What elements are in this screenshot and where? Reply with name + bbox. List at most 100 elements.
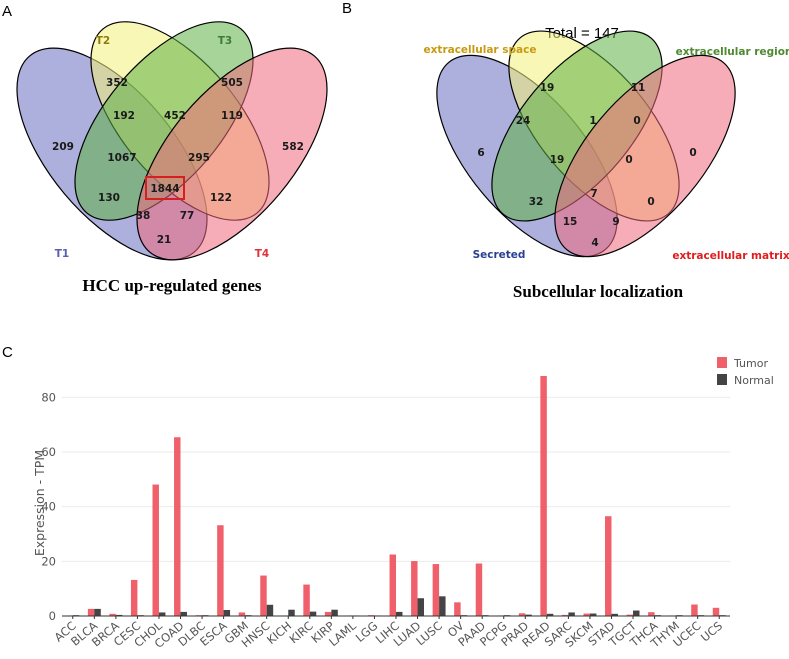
venn-b-label-secreted: Secreted bbox=[473, 249, 526, 261]
bar-tumor-kirp bbox=[324, 611, 332, 616]
venn-a-label-t4: T4 bbox=[255, 248, 269, 260]
venn-b-count-t1t2t4: 9 bbox=[612, 216, 619, 228]
x-axis-ticks: ACCBLCABRCACESCCHOLCOADDLBCESCAGBMHNSCKI… bbox=[52, 616, 725, 651]
y-tick-label: 20 bbox=[41, 554, 56, 568]
bar-normal-skcm bbox=[589, 613, 597, 616]
bar-tumor-ucec bbox=[691, 604, 698, 616]
bar-normal-brca bbox=[115, 614, 123, 616]
y-tick-label: 40 bbox=[41, 500, 56, 514]
bar-tumor-kirc bbox=[303, 584, 310, 616]
bar-chart: 0 20 40 60 80 ACCBLCABRCACESCCHOLCOADDLBCESC… bbox=[32, 357, 774, 651]
bar-normal-chol bbox=[158, 612, 166, 616]
bar-normal-tgct bbox=[633, 610, 640, 616]
bar-normal-sarc bbox=[568, 612, 575, 616]
venn-b-count-t2t3t4: 0 bbox=[625, 154, 632, 166]
bar-tumor-cesc bbox=[130, 579, 138, 616]
venn-a-count-t1t2t4: 77 bbox=[180, 210, 195, 222]
bar-tumor-paad bbox=[475, 563, 483, 616]
bar-normal-kirp bbox=[331, 609, 338, 616]
bar-tumor-sarc bbox=[561, 614, 569, 616]
venn-diagram-a: 209 352 505 582 192 452 119 21 1067 295 … bbox=[16, 21, 328, 295]
bar-normal-hnsc bbox=[266, 604, 274, 616]
bar-tumor-read bbox=[540, 376, 547, 616]
bar-tumor-esca bbox=[217, 525, 224, 616]
venn-b-count-t2: 19 bbox=[540, 82, 555, 94]
chart-bars bbox=[66, 376, 726, 616]
panel-label-b: B bbox=[342, 0, 352, 17]
venn-a-label-t3: T3 bbox=[218, 35, 232, 47]
legend-swatch-normal bbox=[717, 374, 727, 385]
venn-diagram-b: Total = 147 6 19 11 0 24 1 0 4 19 0 32 0… bbox=[424, 25, 789, 301]
venn-b-count-t1: 6 bbox=[477, 147, 484, 159]
venn-b-count-all: 7 bbox=[590, 188, 597, 200]
bar-tumor-lusc bbox=[432, 564, 440, 616]
legend-label-tumor: Tumor bbox=[733, 357, 768, 370]
bar-tumor-lihc bbox=[389, 554, 396, 616]
bar-normal-lusc bbox=[439, 596, 446, 616]
bar-tumor-ucs bbox=[712, 607, 720, 616]
venn-b-count-t1t2t3: 19 bbox=[550, 154, 565, 166]
legend-label-normal: Normal bbox=[734, 374, 774, 387]
venn-b-count-t1t3: 32 bbox=[529, 196, 544, 208]
x-tick-label: UCS bbox=[698, 619, 725, 645]
bar-tumor-stad bbox=[605, 516, 612, 616]
bar-normal-kirc bbox=[309, 611, 317, 616]
bar-normal-blca bbox=[94, 608, 101, 616]
y-axis-title: Expression - TPM bbox=[32, 450, 47, 556]
venn-a-count-t1: 209 bbox=[52, 141, 74, 153]
bar-normal-lihc bbox=[396, 611, 403, 616]
bar-tumor-coad bbox=[174, 437, 181, 616]
venn-b-count-t1t3t4: 15 bbox=[563, 216, 578, 228]
venn-a-count-all: 1844 bbox=[150, 183, 179, 195]
venn-b-label-region: extracellular region bbox=[676, 46, 789, 58]
venn-b-label-matrix: extracellular matrix bbox=[672, 250, 789, 262]
venn-a-count-t2t3t4: 295 bbox=[188, 152, 210, 164]
venn-a-count-t2t4: 122 bbox=[210, 192, 232, 204]
bar-normal-prad bbox=[525, 614, 532, 616]
venn-a-count-t1t3: 130 bbox=[98, 192, 120, 204]
bar-tumor-skcm bbox=[583, 613, 590, 616]
venn-a-count-t1t2t3: 1067 bbox=[107, 152, 136, 164]
bar-tumor-prad bbox=[518, 613, 526, 616]
venn-b-count-t3: 11 bbox=[631, 82, 646, 94]
bar-tumor-thca bbox=[648, 612, 655, 616]
venn-b-count-t1t2: 24 bbox=[516, 115, 531, 127]
bar-normal-esca bbox=[223, 609, 231, 616]
bar-tumor-hnsc bbox=[260, 575, 267, 616]
y-axis-ticks: 0 20 40 60 80 bbox=[41, 390, 56, 623]
bar-normal-coad bbox=[180, 611, 187, 616]
y-tick-label: 0 bbox=[49, 609, 56, 623]
venn-a-count-t3t4: 119 bbox=[221, 110, 243, 122]
legend: Tumor Normal bbox=[717, 357, 774, 387]
venn-a-highlight-box bbox=[145, 176, 185, 200]
bar-tumor-gbm bbox=[238, 612, 246, 616]
venn-b-label-space: extracellular space bbox=[424, 44, 537, 56]
bar-normal-read bbox=[546, 613, 554, 616]
venn-a-label-t2: T2 bbox=[96, 35, 110, 47]
venn-b-count-t2t3: 1 bbox=[589, 115, 596, 127]
venn-a-caption: HCC up-regulated genes bbox=[82, 276, 262, 295]
bar-normal-kich bbox=[288, 609, 295, 616]
bar-tumor-brca bbox=[109, 613, 116, 616]
venn-a-count-t4: 582 bbox=[282, 141, 304, 153]
bar-tumor-chol bbox=[152, 484, 159, 616]
venn-b-ellipse-matrix bbox=[554, 54, 736, 258]
venn-b-caption: Subcellular localization bbox=[513, 282, 684, 301]
venn-b-count-t2t4: 0 bbox=[647, 196, 654, 208]
venn-a-label-t1: T1 bbox=[55, 248, 69, 260]
bar-tumor-blca bbox=[87, 608, 95, 616]
venn-a-ellipse-t4 bbox=[136, 47, 328, 261]
panel-label-c: C bbox=[2, 344, 13, 361]
legend-swatch-tumor bbox=[717, 357, 727, 368]
venn-b-count-t4: 0 bbox=[689, 147, 696, 159]
bar-normal-stad bbox=[611, 613, 618, 616]
venn-b-count-t1t4: 4 bbox=[591, 237, 598, 249]
venn-b-count-t3t4: 0 bbox=[633, 115, 640, 127]
y-tick-label: 60 bbox=[41, 445, 56, 459]
venn-a-count-t3: 505 bbox=[221, 77, 243, 89]
venn-a-count-t2: 352 bbox=[106, 77, 128, 89]
bar-tumor-tgct bbox=[626, 614, 634, 616]
panel-label-a: A bbox=[2, 3, 12, 20]
bar-tumor-luad bbox=[411, 561, 418, 616]
